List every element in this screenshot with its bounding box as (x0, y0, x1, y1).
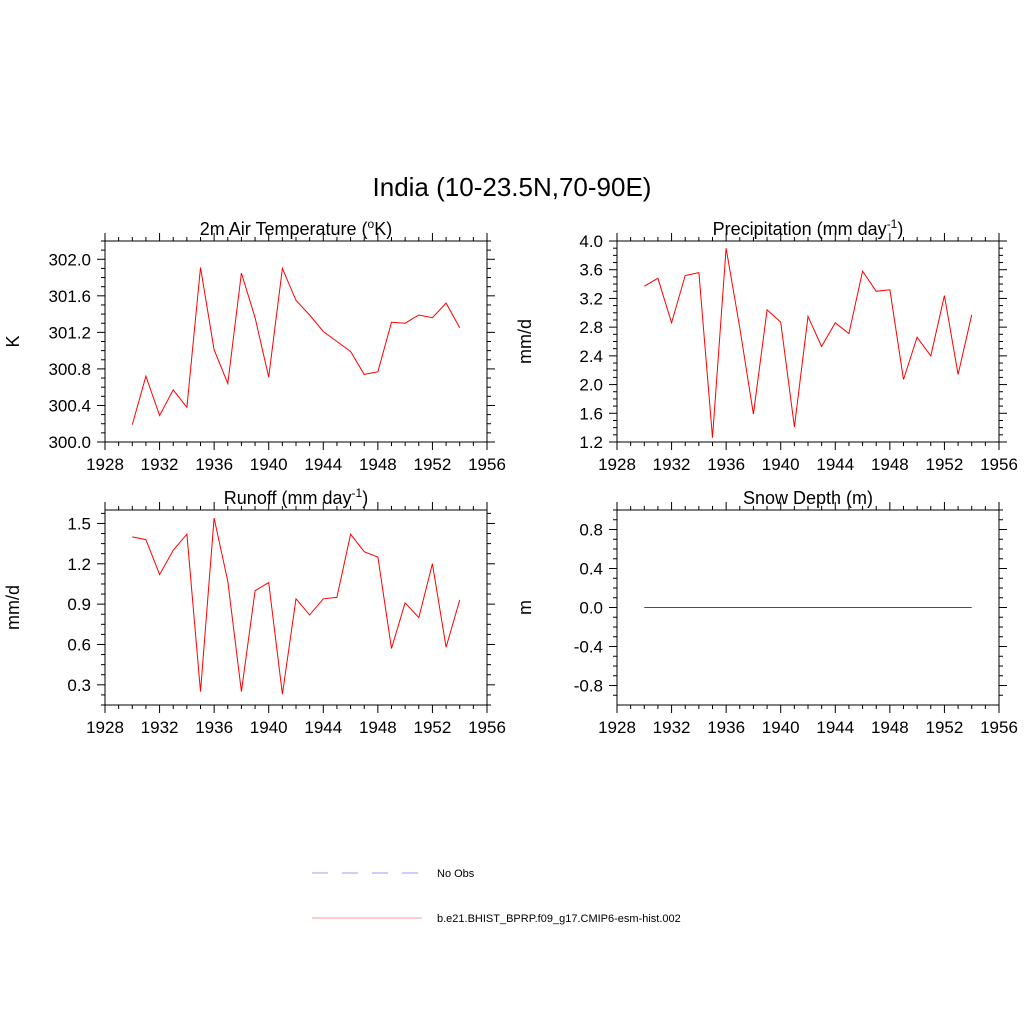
x-tick-label: 1928 (598, 718, 636, 737)
x-tick-label: 1932 (141, 455, 179, 474)
series-line-precipitation (644, 248, 973, 438)
x-tick-label: 1944 (304, 455, 342, 474)
panel-temperature: 2m Air Temperature (oK) K 1928 1932 1936 1940… (3, 217, 506, 474)
plot-frame (104, 509, 488, 706)
y-tick-label: 0.0 (579, 599, 603, 618)
y-tick-label: 0.8 (579, 521, 603, 540)
legend-no-obs-label: No Obs (437, 868, 475, 880)
x-tick-label: 1952 (414, 718, 452, 737)
x-tick-label: 1952 (414, 455, 452, 474)
x-tick-label: 1936 (195, 718, 233, 737)
y-tick-label: -0.8 (574, 677, 603, 696)
panel-title: Snow Depth (m) (743, 488, 873, 508)
y-tick-label: 2.4 (579, 347, 603, 366)
y-tick-label: 1.6 (579, 404, 603, 423)
x-tick-label: 1944 (816, 455, 854, 474)
series-line-temperature (131, 266, 461, 425)
y-tick-label: 300.4 (48, 396, 91, 415)
plot-frame (104, 240, 488, 443)
plot-frame (616, 240, 1000, 443)
y-tick-label: 3.6 (579, 261, 603, 280)
y-axis-label: K (3, 335, 23, 347)
y-axis-label: mm/d (515, 319, 535, 364)
legend: No Obs b.e21.BHIST_BPRP.f09_g17.CMIP6-es… (312, 868, 681, 925)
panels-group: 2m Air Temperature (oK) K 1928 1932 1936 1940… (3, 217, 1018, 737)
y-tick-label: 300.0 (48, 433, 91, 452)
x-tick-label: 1940 (762, 718, 800, 737)
legend-model-label: b.e21.BHIST_BPRP.f09_g17.CMIP6-esm-hist.… (437, 913, 681, 925)
y-axis-label: mm/d (3, 585, 23, 630)
x-tick-label: 1940 (762, 455, 800, 474)
y-axis-label: m (515, 600, 535, 615)
x-tick-label: 1956 (468, 718, 506, 737)
y-tick-label: 1.2 (579, 433, 603, 452)
x-tick-label: 1956 (980, 718, 1018, 737)
figure-title: India (10-23.5N,70-90E) (373, 172, 652, 202)
panel-title: Runoff (mm day-1) (224, 486, 368, 508)
x-tick-label: 1932 (653, 718, 691, 737)
x-tick-label: 1948 (359, 455, 397, 474)
x-tick-label: 1928 (598, 455, 636, 474)
x-tick-label: 1928 (86, 455, 124, 474)
y-tick-label: 0.4 (579, 560, 603, 579)
x-tick-label: 1956 (468, 455, 506, 474)
panel-runoff: Runoff (mm day-1) mm/d 1928 1932 1936 1940 194… (3, 486, 506, 737)
x-tick-label: 1944 (816, 718, 854, 737)
panel-precipitation: Precipitation (mm day-1) mm/d 1928 1932 1936… (515, 217, 1018, 474)
y-tick-label: 0.9 (67, 595, 91, 614)
y-tick-label: -0.4 (574, 638, 603, 657)
x-tick-label: 1952 (926, 718, 964, 737)
y-tick-label: 3.2 (579, 289, 603, 308)
panel-snow-depth: Snow Depth (m) m 1928 1932 1936 1940 1944 1948 1… (515, 488, 1018, 737)
y-tick-label: 4.0 (579, 232, 603, 251)
y-tick-label: 1.2 (67, 555, 91, 574)
y-tick-label: 2.8 (579, 318, 603, 337)
y-tick-label: 301.2 (48, 323, 91, 342)
x-tick-label: 1944 (304, 718, 342, 737)
x-tick-label: 1928 (86, 718, 124, 737)
y-tick-label: 302.0 (48, 250, 91, 269)
x-tick-label: 1948 (871, 718, 909, 737)
x-tick-label: 1948 (359, 718, 397, 737)
y-tick-label: 300.8 (48, 360, 91, 379)
y-tick-label: 301.6 (48, 287, 91, 306)
x-tick-label: 1952 (926, 455, 964, 474)
x-tick-label: 1956 (980, 455, 1018, 474)
y-tick-label: 0.3 (67, 676, 91, 695)
x-tick-label: 1940 (250, 718, 288, 737)
x-tick-label: 1940 (250, 455, 288, 474)
x-tick-label: 1936 (195, 455, 233, 474)
y-tick-label: 1.5 (67, 514, 91, 533)
x-tick-label: 1936 (707, 455, 745, 474)
panel-title: Precipitation (mm day-1) (713, 217, 904, 239)
y-tick-label: 0.6 (67, 635, 91, 654)
panel-title: 2m Air Temperature (oK) (200, 217, 392, 239)
x-tick-label: 1936 (707, 718, 745, 737)
series-line-runoff (132, 517, 461, 695)
y-tick-label: 2.0 (579, 376, 603, 395)
x-tick-label: 1948 (871, 455, 909, 474)
x-tick-label: 1932 (653, 455, 691, 474)
x-tick-label: 1932 (141, 718, 179, 737)
